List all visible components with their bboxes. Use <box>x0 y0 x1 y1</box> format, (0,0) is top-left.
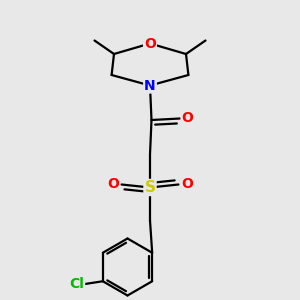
Text: Cl: Cl <box>69 277 84 291</box>
Text: S: S <box>145 180 155 195</box>
Text: O: O <box>107 178 119 191</box>
Text: O: O <box>144 37 156 50</box>
Text: N: N <box>144 79 156 92</box>
Text: O: O <box>181 178 193 191</box>
Text: O: O <box>182 112 194 125</box>
